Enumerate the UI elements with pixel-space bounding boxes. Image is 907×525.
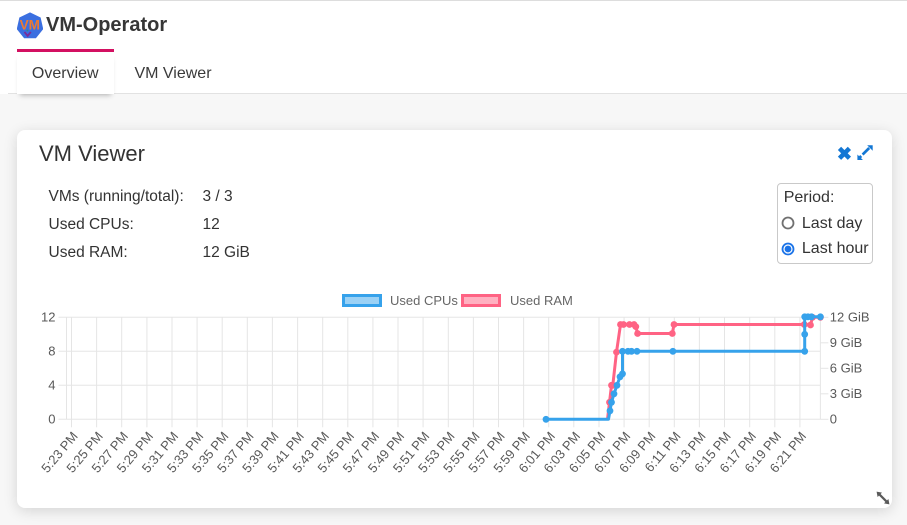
svg-text:0: 0: [830, 412, 837, 427]
svg-text:3 GiB: 3 GiB: [830, 386, 863, 401]
svg-text:4: 4: [48, 378, 55, 393]
svg-text:9 GiB: 9 GiB: [830, 335, 863, 350]
svg-text:0: 0: [48, 412, 55, 427]
svg-text:12: 12: [41, 310, 55, 325]
svg-text:6 GiB: 6 GiB: [830, 361, 863, 376]
svg-text:VM: VM: [20, 17, 40, 32]
svg-text:Used CPUs: Used CPUs: [390, 293, 458, 308]
svg-text:12 GiB: 12 GiB: [830, 310, 870, 325]
svg-text:Used RAM: Used RAM: [510, 293, 573, 308]
svg-text:8: 8: [48, 344, 55, 359]
